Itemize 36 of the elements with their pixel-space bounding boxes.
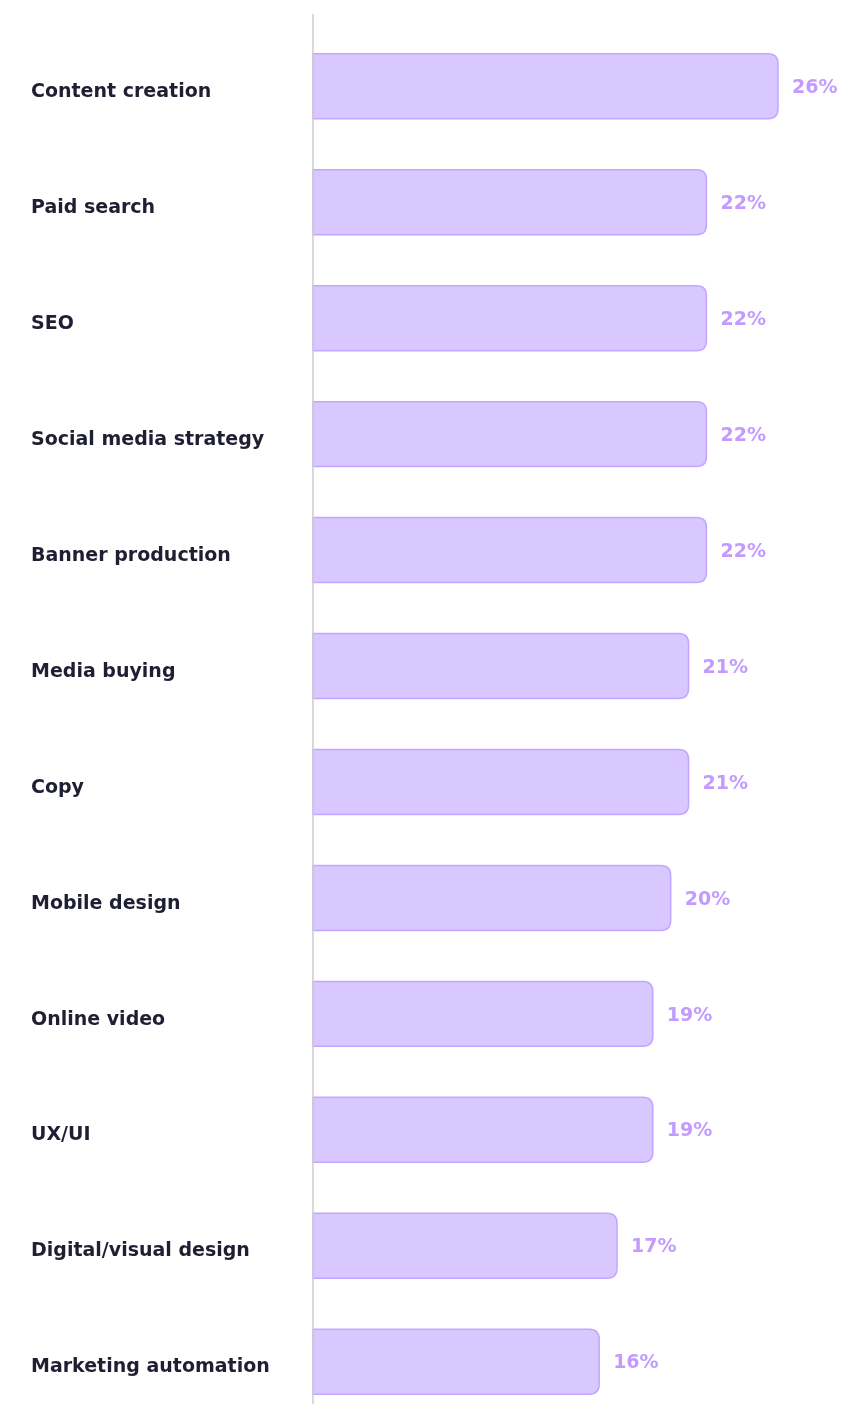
data-label: 16% <box>613 1350 659 1373</box>
bar <box>312 1328 600 1395</box>
y-tick-label: Media buying <box>31 658 176 681</box>
y-tick-label: Digital/visual design <box>31 1238 250 1261</box>
data-label: 19% <box>666 1118 713 1141</box>
bar <box>312 400 708 468</box>
y-tick-label: Paid search <box>31 194 156 217</box>
bar <box>312 284 708 352</box>
data-label: 17% <box>631 1234 677 1257</box>
y-tick-label: Mobile design <box>31 890 181 913</box>
data-label: 22% <box>720 422 766 445</box>
y-tick-label: UX/UI <box>31 1122 91 1145</box>
y-tick-label: Banner production <box>31 542 231 565</box>
bar <box>312 1096 654 1164</box>
y-tick-label: Online video <box>31 1006 166 1029</box>
data-label: 20% <box>684 886 731 909</box>
bar <box>312 53 779 120</box>
data-label: 26% <box>792 74 838 97</box>
bar <box>312 748 690 816</box>
bar <box>312 169 708 236</box>
data-label: 22% <box>720 190 766 213</box>
y-tick-label: Copy <box>31 774 85 797</box>
y-tick-label: Content creation <box>31 78 212 101</box>
data-label: 21% <box>702 654 749 677</box>
data-label: 21% <box>702 770 749 793</box>
data-label: 22% <box>720 538 766 561</box>
data-label: 22% <box>720 306 766 329</box>
bar <box>312 1212 618 1279</box>
data-label: 19% <box>666 1002 713 1025</box>
y-tick-label: Marketing automation <box>31 1354 270 1377</box>
bar <box>312 864 672 932</box>
y-tick-label: Social media strategy <box>31 426 265 449</box>
bar <box>312 516 708 584</box>
bar <box>312 980 654 1048</box>
y-tick-label: SEO <box>31 310 74 333</box>
bar <box>312 632 690 700</box>
